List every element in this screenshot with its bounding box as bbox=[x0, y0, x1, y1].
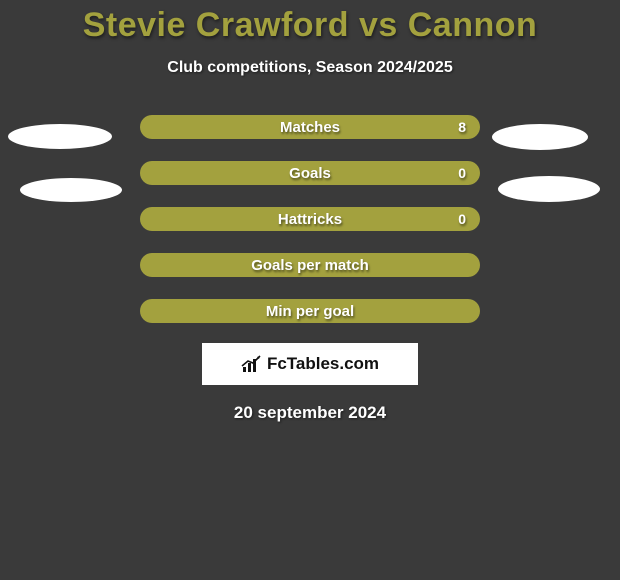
stat-row: Min per goal bbox=[140, 299, 480, 323]
logo-chart-icon bbox=[241, 355, 263, 373]
decorative-ellipse bbox=[498, 176, 600, 202]
decorative-ellipse bbox=[492, 124, 588, 150]
stat-label: Goals per match bbox=[251, 257, 369, 274]
stat-label: Min per goal bbox=[266, 303, 354, 320]
stat-value: 0 bbox=[458, 165, 466, 181]
stat-label: Goals bbox=[289, 165, 331, 182]
decorative-ellipse bbox=[20, 178, 122, 202]
stat-row: Matches 8 bbox=[140, 115, 480, 139]
stat-label: Matches bbox=[280, 119, 340, 136]
decorative-ellipse bbox=[8, 124, 112, 149]
date-text: 20 september 2024 bbox=[0, 403, 620, 423]
logo-text: FcTables.com bbox=[267, 354, 379, 374]
stat-value: 0 bbox=[458, 211, 466, 227]
stat-row: Hattricks 0 bbox=[140, 207, 480, 231]
stat-value: 8 bbox=[458, 119, 466, 135]
stats-container: Matches 8 Goals 0 Hattricks 0 Goals per match M… bbox=[140, 115, 480, 323]
page-title: Stevie Crawford vs Cannon bbox=[0, 0, 620, 45]
stat-label: Hattricks bbox=[278, 211, 342, 228]
stat-row: Goals 0 bbox=[140, 161, 480, 185]
subtitle: Club competitions, Season 2024/2025 bbox=[0, 59, 620, 77]
logo-box: FcTables.com bbox=[202, 343, 418, 385]
stat-row: Goals per match bbox=[140, 253, 480, 277]
